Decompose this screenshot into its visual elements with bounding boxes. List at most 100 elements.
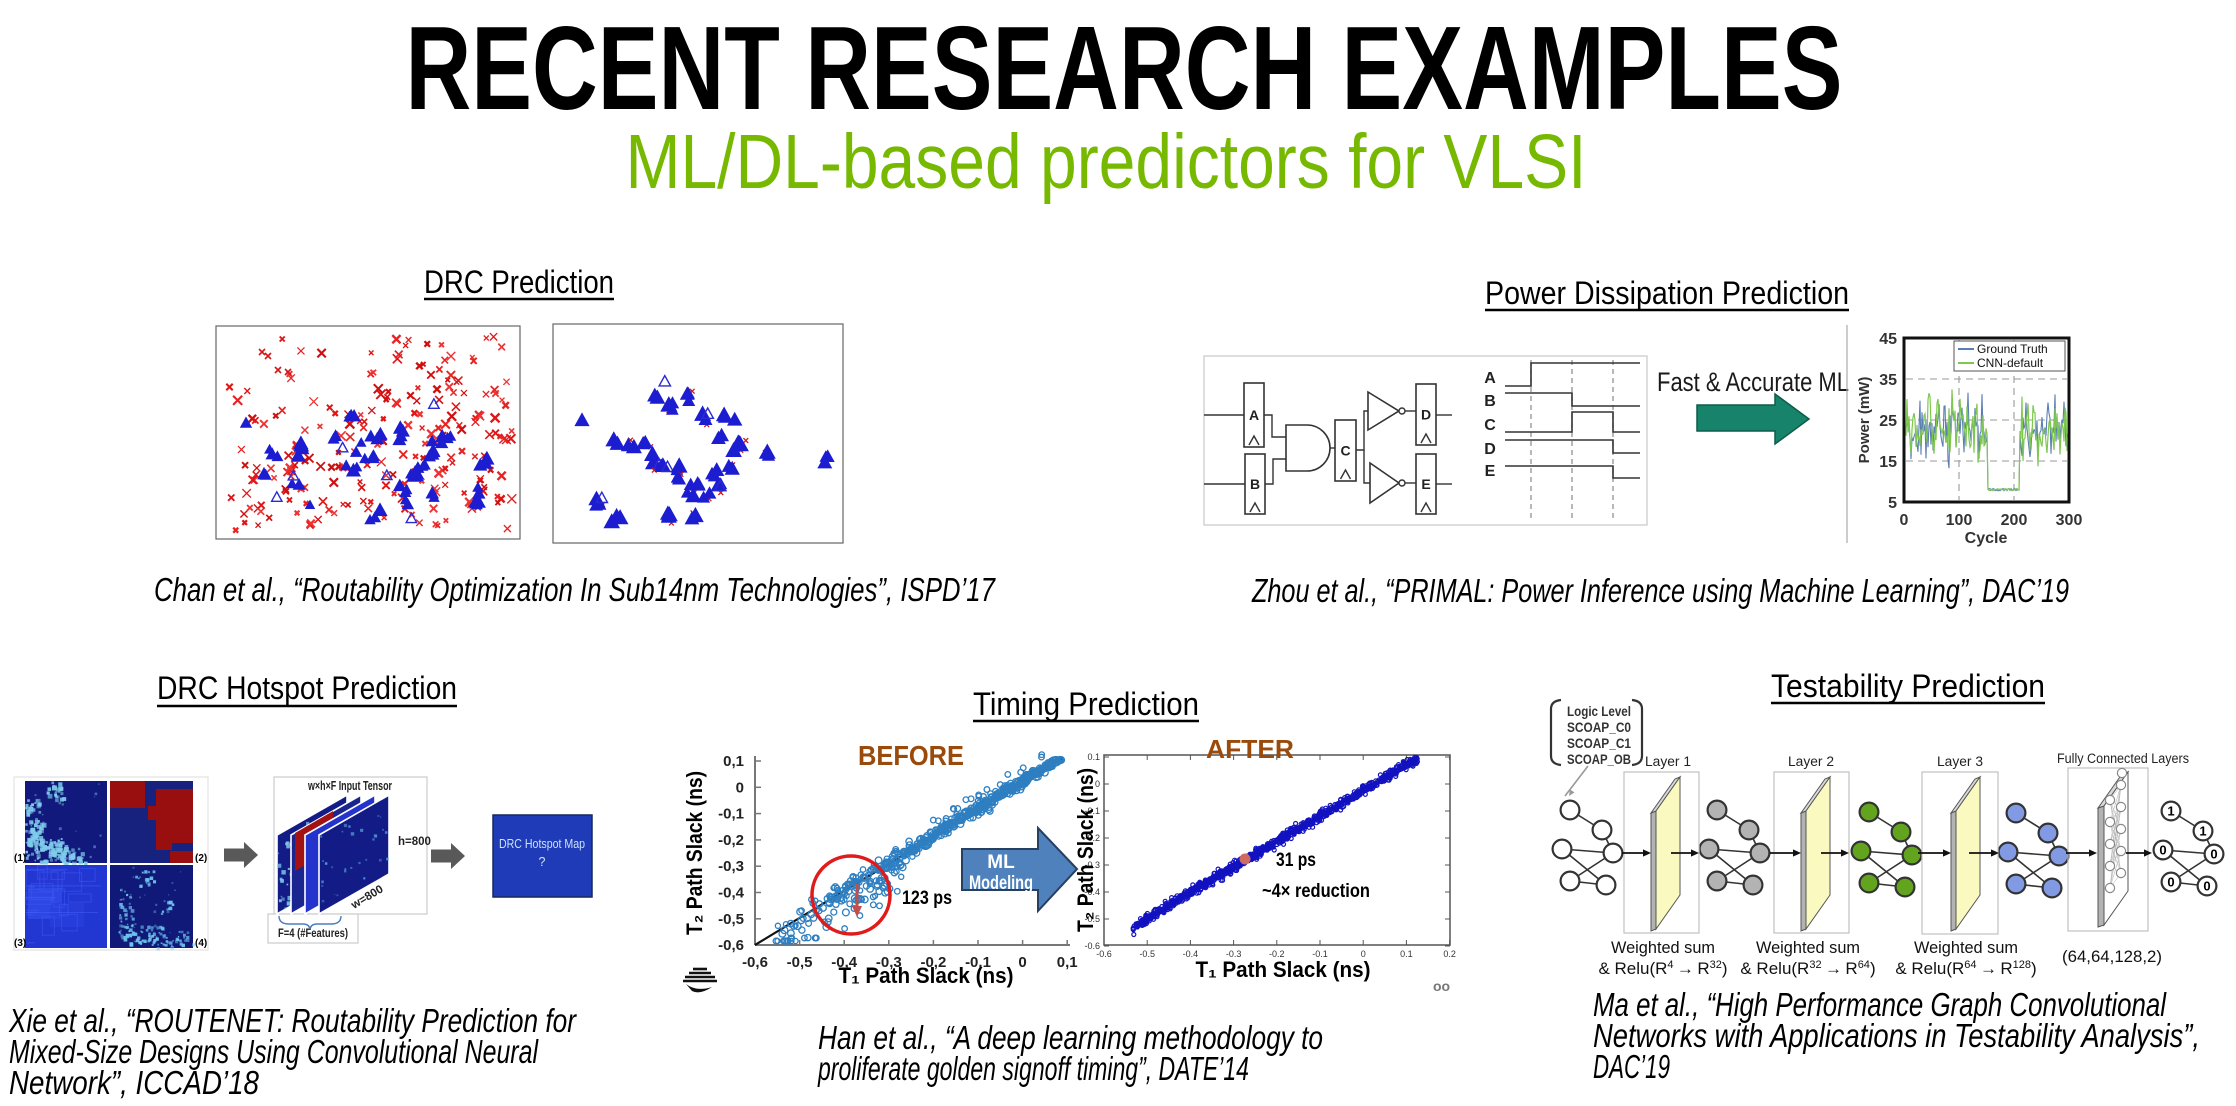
svg-text:-0.1: -0.1 [1312, 949, 1328, 959]
svg-text:Layer 2: Layer 2 [1788, 754, 1834, 769]
svg-text:Weighted sum: Weighted sum [1914, 938, 2018, 957]
svg-text:0,1: 0,1 [723, 753, 744, 770]
svg-text:A: A [1484, 370, 1496, 387]
svg-text:& Relu(R64 → R128): & Relu(R64 → R128) [1895, 959, 2036, 978]
svg-text:Fully Connected Layers: Fully Connected Layers [2057, 751, 2189, 766]
svg-text:0,1: 0,1 [1057, 954, 1078, 971]
svg-text:-0,1: -0,1 [965, 954, 991, 971]
svg-text:-0.6: -0.6 [1084, 941, 1100, 951]
svg-text:-0,5: -0,5 [718, 911, 744, 928]
svg-text:300: 300 [2056, 512, 2083, 529]
svg-text:T₂ Path Slack (ns): T₂ Path Slack (ns) [682, 771, 707, 935]
svg-text:31 ps: 31 ps [1276, 850, 1316, 871]
svg-text:-0.4: -0.4 [1183, 949, 1199, 959]
svg-text:(3): (3) [14, 938, 26, 949]
svg-text:ML/DL-based predictors for VLS: ML/DL-based predictors for VLSI [626, 119, 1587, 205]
svg-text:-0,4: -0,4 [718, 885, 745, 902]
svg-text:oo: oo [1433, 978, 1450, 994]
svg-text:-0.1: -0.1 [1084, 806, 1100, 816]
svg-text:Cycle: Cycle [1965, 530, 2008, 547]
svg-text:Layer 3: Layer 3 [1937, 754, 1983, 769]
svg-text:Chan et al., “Routability Opti: Chan et al., “Routability Optimization I… [154, 571, 996, 608]
svg-text:15: 15 [1879, 454, 1897, 471]
svg-text:0: 0 [2159, 843, 2166, 858]
svg-text:-0.3: -0.3 [1084, 860, 1100, 870]
svg-text:-0,5: -0,5 [787, 954, 813, 971]
svg-text:& Relu(R32 → R64): & Relu(R32 → R64) [1740, 959, 1875, 978]
svg-text:-0.5: -0.5 [1139, 949, 1155, 959]
svg-text:0: 0 [2210, 847, 2217, 862]
svg-text:(2): (2) [195, 853, 207, 864]
svg-text:Testability Prediction: Testability Prediction [1771, 668, 2045, 704]
svg-text:E: E [1421, 476, 1430, 492]
svg-text:C: C [1484, 417, 1496, 434]
svg-text:SCOAP_OB: SCOAP_OB [1567, 752, 1631, 767]
svg-text:SCOAP_C0: SCOAP_C0 [1567, 720, 1631, 735]
svg-text:C: C [1340, 443, 1350, 459]
svg-text:(1): (1) [14, 853, 26, 864]
svg-text:25: 25 [1879, 413, 1897, 430]
svg-text:-0.3: -0.3 [1226, 949, 1242, 959]
svg-text:w×h×F Input Tensor: w×h×F Input Tensor [307, 779, 392, 793]
svg-text:B: B [1250, 476, 1260, 492]
svg-text:Mixed-Size Designs Using Con: Mixed-Size Designs Using Convolutional N… [9, 1033, 539, 1070]
svg-text:SCOAP_C1: SCOAP_C1 [1567, 736, 1631, 751]
svg-text:5: 5 [1888, 495, 1897, 512]
svg-text:D: D [1484, 441, 1496, 458]
svg-text:1: 1 [2199, 824, 2206, 839]
svg-text:DAC’19: DAC’19 [1593, 1048, 1670, 1085]
svg-text:DRC Hotspot Map: DRC Hotspot Map [499, 837, 585, 851]
svg-text:-0,4: -0,4 [831, 954, 858, 971]
svg-text:Power Dissipation Prediction: Power Dissipation Prediction [1485, 275, 1849, 311]
svg-text:Power (mW): Power (mW) [1856, 377, 1873, 464]
svg-text:Fast & Accurate ML: Fast & Accurate ML [1657, 367, 1849, 397]
svg-text:0: 0 [1900, 512, 1909, 529]
svg-text:proliferate golden signoff tim: proliferate golden signoff timing”, DATE… [817, 1050, 1249, 1087]
svg-text:DRC Hotspot Prediction: DRC Hotspot Prediction [157, 670, 457, 706]
svg-text:DRC Prediction: DRC Prediction [424, 264, 614, 300]
svg-text:-0.5: -0.5 [1084, 914, 1100, 924]
svg-text:-0.4: -0.4 [1084, 887, 1100, 897]
svg-text:?: ? [539, 855, 546, 869]
svg-text:T₂ Path Slack (ns): T₂ Path Slack (ns) [1073, 768, 1098, 932]
svg-text:T₁ Path Slack (ns): T₁ Path Slack (ns) [1196, 957, 1371, 982]
svg-text:Ground Truth: Ground Truth [1977, 342, 2048, 356]
svg-text:Networks with Applications in: Networks with Applications in Testabilit… [1593, 1017, 2200, 1054]
svg-text:Xie et al., “ROUTENET: Routab: Xie et al., “ROUTENET: Routability Predi… [8, 1002, 577, 1039]
svg-text:-0,6: -0,6 [742, 954, 768, 971]
svg-text:Han et al., “A deep learning m: Han et al., “A deep learning methodology… [818, 1019, 1323, 1056]
svg-text:CNN-default: CNN-default [1977, 356, 2044, 370]
svg-text:0: 0 [1018, 954, 1026, 971]
svg-text:123 ps: 123 ps [902, 888, 952, 909]
svg-text:-0,1: -0,1 [718, 806, 744, 823]
svg-text:-0.6: -0.6 [1096, 949, 1112, 959]
svg-text:45: 45 [1879, 331, 1897, 348]
svg-text:100: 100 [1946, 512, 1973, 529]
svg-text:0: 0 [1095, 779, 1100, 789]
svg-text:E: E [1485, 463, 1496, 480]
svg-text:A: A [1249, 407, 1259, 423]
svg-text:(4): (4) [195, 938, 207, 949]
svg-text:0: 0 [2203, 879, 2210, 894]
svg-text:35: 35 [1879, 372, 1897, 389]
svg-text:0.2: 0.2 [1443, 949, 1456, 959]
svg-text:0: 0 [2167, 875, 2174, 890]
svg-text:0.1: 0.1 [1400, 949, 1413, 959]
svg-text:Weighted sum: Weighted sum [1756, 938, 1860, 957]
svg-text:AFTER: AFTER [1206, 734, 1294, 764]
svg-text:-0,2: -0,2 [718, 832, 744, 849]
svg-text:Network”, ICCAD’18: Network”, ICCAD’18 [9, 1064, 260, 1101]
svg-text:0.1: 0.1 [1087, 752, 1100, 762]
svg-text:-0,2: -0,2 [920, 954, 946, 971]
svg-text:ML: ML [987, 852, 1015, 873]
svg-text:1: 1 [2167, 804, 2174, 819]
svg-text:Weighted sum: Weighted sum [1611, 938, 1715, 957]
svg-text:Ma et al., “High Performance: Ma et al., “High Performance Graph Convo… [1593, 986, 2167, 1023]
svg-text:T₁ Path Slack (ns): T₁ Path Slack (ns) [839, 963, 1014, 988]
svg-text:0: 0 [736, 779, 744, 796]
svg-text:~4× reduction: ~4× reduction [1262, 881, 1370, 902]
svg-text:(64,64,128,2): (64,64,128,2) [2062, 947, 2162, 966]
svg-text:-0,6: -0,6 [718, 937, 744, 954]
svg-text:-0,3: -0,3 [718, 858, 744, 875]
svg-text:RECENT RESEARCH EXAMPLES: RECENT RESEARCH EXAMPLES [406, 2, 1843, 135]
